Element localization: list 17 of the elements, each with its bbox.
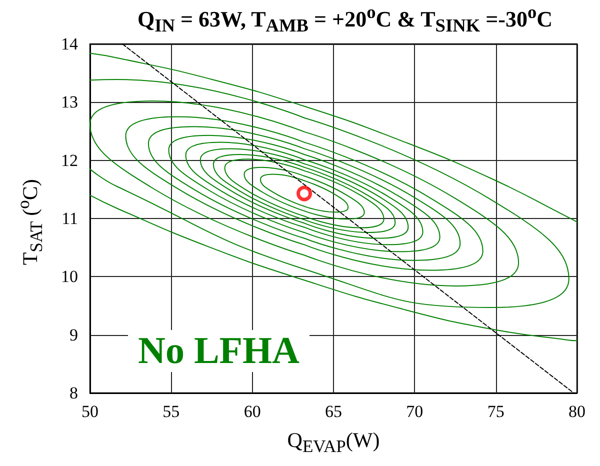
y-tick-label: 11 [62, 209, 78, 228]
y-tick-label: 14 [61, 34, 78, 54]
annotation: No LFHA [138, 330, 300, 372]
y-tick-label: 12 [61, 150, 78, 170]
chart-title: Q$_{IN}$ = 63W, T$_{AMB}$ = +20$^{o}$C & T$_{SINK}$ =-30$^{o}$C [137, 2, 553, 36]
x-tick-label: 75 [487, 402, 504, 421]
y-tick-label: 10 [61, 267, 78, 286]
x-tick-label: 60 [244, 402, 261, 421]
x-tick-label: 70 [406, 402, 424, 421]
x-tick-label: 55 [162, 402, 180, 421]
y-tick-label: 8 [70, 384, 78, 402]
x-tick-label: 65 [325, 402, 342, 421]
x-tick-label: 80 [568, 402, 586, 421]
y-tick-label: 9 [70, 325, 78, 344]
x-tick-label: 50 [82, 402, 98, 421]
x-axis-title: Q$_{EVAP}$(W) [286, 428, 381, 458]
y-tick-label: 13 [61, 92, 78, 112]
